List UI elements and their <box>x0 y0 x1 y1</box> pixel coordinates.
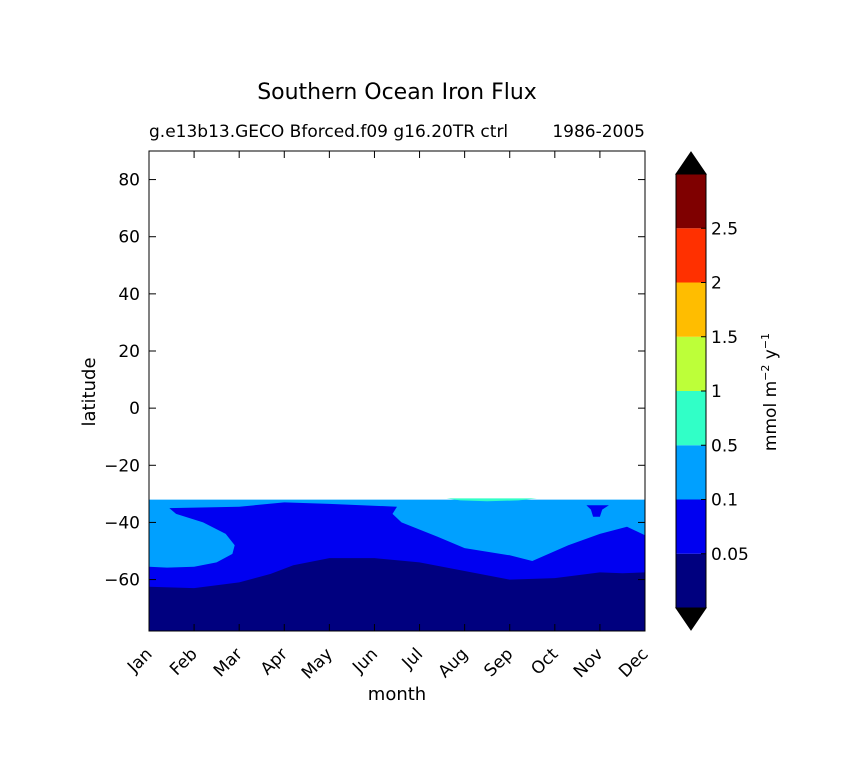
x-tick-label: Mar <box>210 644 247 681</box>
colorbar-tick-label: 1 <box>711 382 722 402</box>
y-tick-label: 20 <box>118 342 140 362</box>
colorbar-label: mmol m−2 y−1 <box>759 333 781 451</box>
colorbar-tick-label: 0.5 <box>711 436 738 456</box>
y-tick-label: −20 <box>104 456 140 476</box>
x-tick-label: Jul <box>398 644 427 673</box>
y-axis-label: latitude <box>79 357 100 426</box>
colorbar-segment <box>676 391 706 446</box>
y-axis-ticks: −60 −40 −20 0 20 40 60 80 <box>104 171 645 591</box>
x-tick-label: Jun <box>348 644 382 678</box>
colorbar-under-triangle <box>675 607 707 631</box>
x-tick-label: Oct <box>527 644 562 679</box>
x-tick-label: Feb <box>166 644 201 679</box>
colorbar-tick-label: 1.5 <box>711 328 738 348</box>
colorbar-segment <box>676 499 706 554</box>
x-tick-label: Dec <box>615 644 652 681</box>
y-tick-label: 80 <box>118 171 140 191</box>
contour-fill-0.5-1 <box>446 498 537 502</box>
chart-subtitle-right: 1986-2005 <box>552 122 645 142</box>
x-tick-label: May <box>298 644 337 683</box>
colorbar-segment <box>676 282 706 337</box>
contour-fill-0-0.05 <box>149 558 645 631</box>
colorbar-segment <box>676 445 706 500</box>
chart-subtitle-left: g.e13b13.GECO Bforced.f09 g16.20TR ctrl <box>149 122 508 142</box>
y-tick-label: −40 <box>104 513 140 533</box>
x-tick-label: Nov <box>570 644 608 682</box>
contour-fill-0.05-0.1-patch <box>586 505 609 517</box>
x-tick-label: Aug <box>435 644 473 682</box>
y-tick-label: 40 <box>118 285 140 305</box>
contour-fills <box>149 498 645 631</box>
colorbar-segment <box>676 228 706 283</box>
colorbar-segment <box>676 336 706 391</box>
x-tick-label: Jan <box>123 644 156 677</box>
x-tick-label: Apr <box>257 644 292 679</box>
colorbar-tick-label: 2.5 <box>711 219 738 239</box>
chart-title: Southern Ocean Iron Flux <box>257 80 537 105</box>
colorbar: 0.05 0.1 0.5 1 1.5 2 2.5 <box>675 151 749 631</box>
plot-frame <box>148 150 646 632</box>
colorbar-tick-label: 2 <box>711 274 722 294</box>
y-tick-label: 60 <box>118 228 140 248</box>
colorbar-tick-label: 0.05 <box>711 545 749 565</box>
y-tick-label: 0 <box>129 399 140 419</box>
colorbar-segment <box>676 553 706 608</box>
y-tick-label: −60 <box>104 571 140 591</box>
colorbar-segment <box>676 174 706 229</box>
colorbar-over-triangle <box>675 151 707 175</box>
colorbar-tick-label: 0.1 <box>711 491 738 511</box>
x-tick-label: Sep <box>480 644 517 681</box>
x-axis-label: month <box>368 684 426 705</box>
